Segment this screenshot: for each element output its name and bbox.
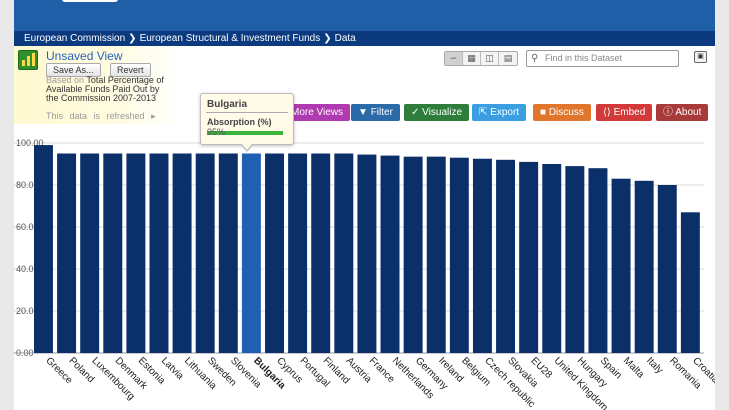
bar[interactable] — [426, 156, 446, 353]
bar[interactable] — [195, 153, 215, 354]
y-tick-label: 80.00 — [16, 180, 39, 190]
bar[interactable] — [357, 154, 377, 353]
tooltip-title: Bulgaria — [207, 99, 248, 110]
bar[interactable] — [449, 157, 469, 353]
save-as-button[interactable]: Save As... — [46, 63, 101, 77]
expand-icon[interactable]: ▣ — [694, 51, 707, 63]
tooltip-value: 95% — [207, 127, 226, 137]
bar-tooltip: Bulgaria Absorption (%) 95% — [200, 93, 294, 152]
search-icon: ⚲ — [531, 53, 539, 64]
breadcrumb-item-funds[interactable]: European Structural & Investment Funds — [139, 33, 321, 44]
search-placeholder: Find in this Dataset — [545, 53, 623, 63]
card-view-icon[interactable]: ▤ — [503, 53, 513, 63]
bar[interactable] — [380, 155, 400, 353]
export-button[interactable]: ⇱ Export — [472, 104, 527, 121]
breadcrumb-item-commission[interactable]: European Commission — [24, 33, 126, 44]
tooltip-value-bar — [207, 131, 283, 135]
bar[interactable] — [680, 212, 700, 353]
y-tick-label: 20.00 — [16, 306, 39, 316]
tooltip-divider — [206, 112, 288, 113]
revert-button[interactable]: Revert — [110, 63, 151, 77]
dataset-info-panel: Unsaved View Save As... Revert Based on … — [14, 46, 182, 124]
discuss-label: Discuss — [548, 107, 584, 118]
dataset-chart-icon — [18, 50, 38, 70]
bar[interactable] — [103, 153, 123, 354]
chart-view-icon[interactable]: ∽ — [445, 52, 463, 65]
y-tick-label: 100.00 — [16, 138, 44, 148]
bar[interactable] — [218, 153, 238, 354]
search-input[interactable]: ⚲ Find in this Dataset — [526, 50, 679, 67]
export-label: Export — [490, 107, 520, 118]
bar[interactable] — [588, 168, 608, 353]
chevron-right-icon: ▸ — [151, 111, 156, 121]
bar[interactable] — [80, 153, 100, 354]
bar[interactable] — [241, 153, 261, 354]
bar[interactable] — [126, 153, 146, 354]
embed-button[interactable]: ⟨⟩ Embed — [596, 104, 653, 121]
embed-label: Embed — [613, 107, 646, 118]
table-view-icon[interactable]: ▦ — [463, 52, 481, 65]
based-on-label: Based on — [46, 75, 85, 85]
filter-button[interactable]: ▼ Filter — [351, 104, 400, 121]
dataset-description: Based on Total Percentage of Available F… — [46, 76, 174, 103]
tooltip-pointer-fill — [242, 144, 252, 150]
chart-area: 0.00 20.00 40.00 60.00 80.00 100.00 Greece Pola… — [14, 131, 715, 410]
dataset-description-text[interactable]: Total Percentage of Available Funds Paid… — [46, 75, 164, 103]
bar-chart: 0.0020.0040.0060.0080.00100.00GreecePola… — [14, 138, 715, 410]
filter-label: Filter — [370, 107, 393, 118]
bar[interactable] — [472, 158, 492, 353]
refresh-note[interactable]: This data is refreshed ▸ — [46, 111, 156, 122]
bar[interactable] — [542, 164, 562, 353]
about-label: About — [675, 107, 702, 118]
visualize-icon: ✓ — [411, 107, 423, 118]
bar[interactable] — [172, 153, 192, 354]
breadcrumb-item-data[interactable]: Data — [334, 33, 356, 44]
bar[interactable] — [334, 153, 354, 354]
breadcrumb: European Commission ❯ European Structural … — [14, 31, 715, 46]
visualize-label: Visualize — [422, 107, 463, 118]
bar[interactable] — [34, 145, 53, 353]
discuss-button[interactable]: ■ Discuss — [533, 104, 591, 121]
bar[interactable] — [149, 153, 169, 354]
bar[interactable] — [611, 178, 631, 353]
more-views-button[interactable]: More Views — [284, 104, 351, 121]
visualize-button[interactable]: ✓ Visualize — [404, 104, 470, 121]
view-title: Unsaved View — [46, 49, 123, 63]
bar[interactable] — [634, 180, 654, 353]
info-icon: ⓘ — [663, 107, 676, 118]
bar[interactable] — [565, 166, 585, 353]
y-tick-label: 60.00 — [16, 222, 39, 232]
bar[interactable] — [496, 159, 516, 353]
bar[interactable] — [403, 156, 423, 353]
page-frame: European Commission ❯ European Structural … — [14, 0, 715, 410]
bar[interactable] — [265, 153, 284, 354]
bar[interactable] — [288, 153, 308, 354]
more-views-label: More Views — [291, 107, 344, 118]
split-view-icon[interactable]: ◫ — [481, 52, 499, 65]
chevron-right-icon: ❯ — [323, 33, 332, 44]
embed-icon: ⟨⟩ — [603, 107, 614, 118]
view-mode-toggle: ∽ ▦ ◫ ▤ — [444, 51, 518, 66]
x-tick-label: Italy — [644, 355, 665, 376]
logo — [62, 0, 118, 2]
tooltip-metric-label: Absorption (%) — [207, 117, 272, 127]
site-header — [14, 0, 715, 31]
chevron-right-icon: ❯ — [128, 33, 137, 44]
refresh-note-text: This data is refreshed — [46, 111, 145, 121]
dataset-toolbar: Unsaved View Save As... Revert Based on … — [14, 46, 715, 131]
y-tick-label: 40.00 — [16, 264, 39, 274]
bar[interactable] — [57, 153, 77, 354]
bar[interactable] — [657, 185, 677, 353]
bar[interactable] — [311, 153, 331, 354]
about-button[interactable]: ⓘ About — [656, 104, 709, 121]
export-icon: ⇱ — [479, 107, 491, 118]
filter-icon: ▼ — [358, 107, 371, 118]
x-tick-label: Malta — [621, 355, 646, 380]
discuss-icon: ■ — [540, 107, 549, 118]
bar[interactable] — [519, 161, 539, 353]
